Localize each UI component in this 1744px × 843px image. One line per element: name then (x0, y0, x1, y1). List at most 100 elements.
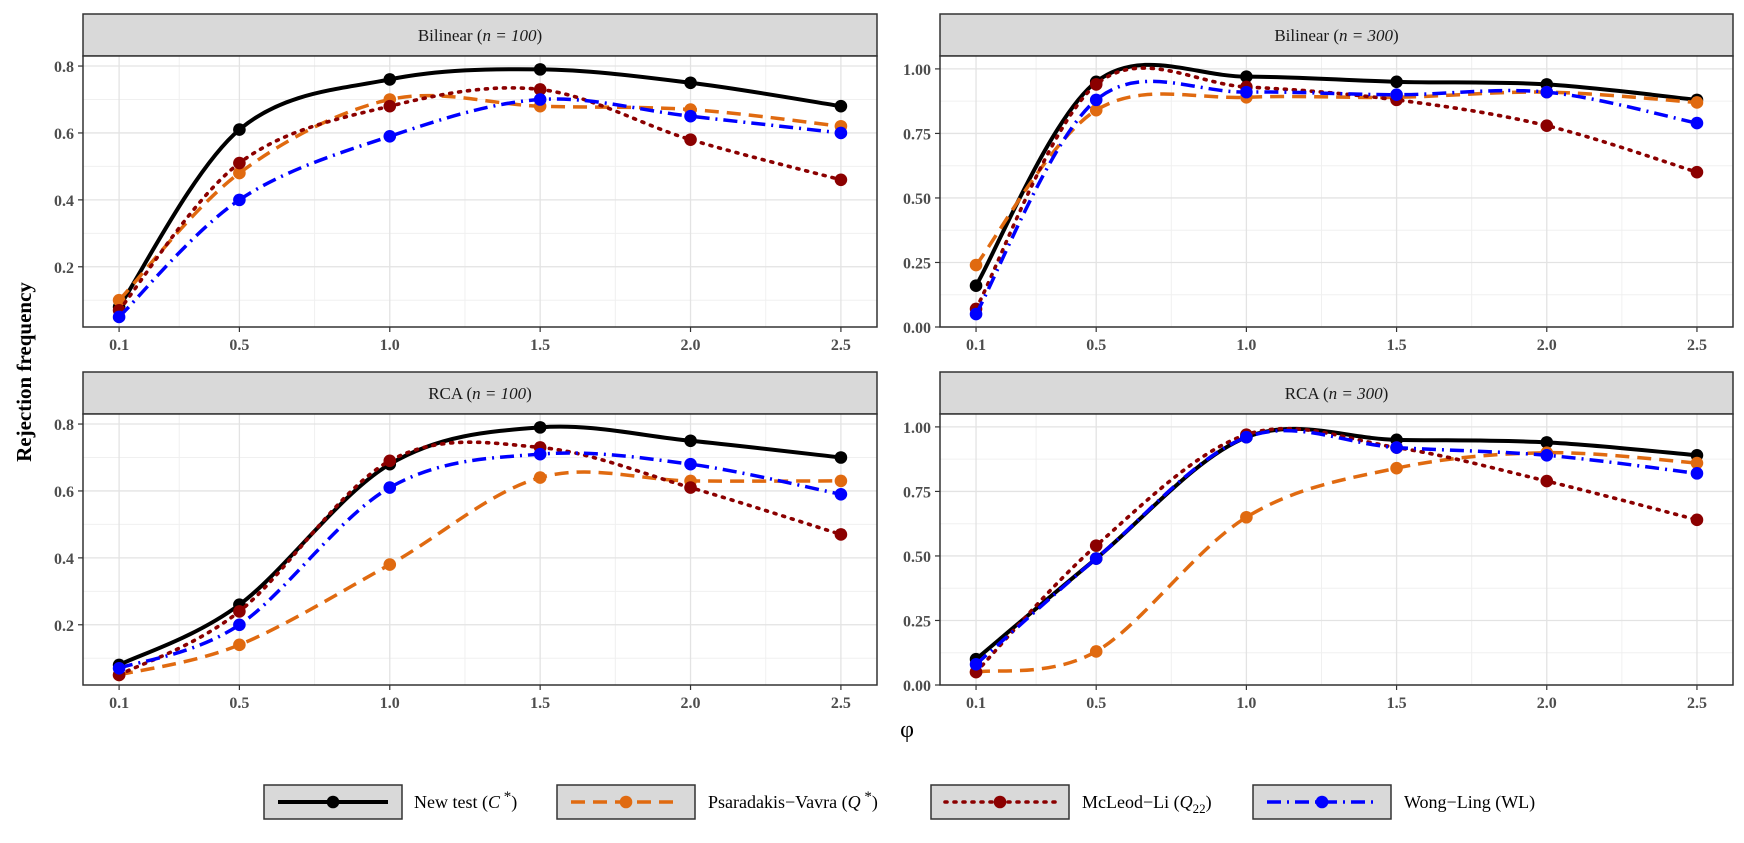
y-tick-label: 0.6 (54, 484, 74, 501)
panel-bilinear-n100: Bilinear (n = 100) 0.1 0.5 1.0 1.5 2.0 2.5 0.2 0… (54, 13, 878, 354)
data-point-ml (533, 83, 547, 96)
data-point-wl (969, 658, 983, 671)
panel-strip (82, 13, 878, 57)
data-point-ml (684, 133, 697, 146)
y-tick-label: 0.50 (903, 191, 931, 208)
data-point-wl (684, 457, 697, 471)
data-point-ml (1089, 539, 1103, 552)
series-line-new (117, 67, 842, 309)
data-point-pv (233, 638, 246, 652)
y-tick-label: 0.2 (54, 260, 74, 277)
x-tick-label: 1.5 (530, 337, 550, 354)
series-line-pv (117, 93, 842, 302)
plot-border (939, 413, 1734, 686)
legend-item-ml: McLeod−Li (Q22) (930, 784, 1212, 820)
y-tick-label: 0.2 (54, 618, 74, 635)
x-tick-label: 2.5 (831, 337, 851, 354)
data-point-pv (1089, 103, 1103, 117)
legend-label: McLeod−Li (Q22) (1082, 792, 1212, 816)
x-tick-label: 1.5 (1387, 695, 1407, 712)
data-point-wl (1540, 85, 1554, 99)
panel-strip-label: RCA (n = 100) (428, 384, 532, 403)
series-line-wl (974, 428, 1698, 666)
data-point-pv (233, 166, 246, 180)
data-point-wl (1240, 85, 1253, 99)
data-point-wl (834, 487, 848, 501)
x-axis-title: φ (900, 717, 914, 743)
data-point-ml (1540, 119, 1554, 132)
series-line-ml (974, 426, 1699, 674)
data-point-pv (1690, 96, 1704, 109)
x-tick-label: 0.5 (229, 695, 249, 712)
y-tick-label: 1.00 (903, 420, 931, 437)
x-tick-label: 1.0 (1236, 695, 1256, 712)
data-point-wl (1540, 448, 1554, 462)
series-wl (112, 447, 848, 675)
data-point-wl (1690, 467, 1704, 480)
data-point-ml (233, 605, 246, 618)
x-tick-label: 2.5 (1687, 337, 1707, 354)
y-tick-label: 0.25 (903, 613, 931, 630)
data-point-wl (533, 93, 547, 106)
x-tick-label: 1.0 (380, 695, 400, 712)
data-point-pv (969, 258, 983, 272)
data-point-wl (969, 307, 983, 321)
data-point-new (834, 451, 848, 464)
panel-strip (82, 371, 878, 415)
series-new (112, 63, 848, 314)
data-point-wl (112, 661, 126, 675)
panel-strip (939, 371, 1734, 415)
data-point-ml (1089, 78, 1103, 91)
data-point-pv (533, 471, 547, 484)
legend-item-new: New test (C *) (263, 784, 517, 820)
data-point-new (233, 123, 246, 136)
x-tick-label: 1.5 (530, 695, 550, 712)
data-point-new (684, 434, 697, 448)
data-point-new (533, 421, 547, 434)
y-tick-label: 0.00 (903, 320, 931, 337)
plot-area (940, 414, 1733, 685)
data-point-ml (383, 454, 397, 468)
data-point-ml (383, 99, 397, 113)
y-tick-label: 0.4 (54, 551, 74, 568)
data-point-wl (533, 447, 547, 461)
data-point-pv (1089, 645, 1103, 658)
x-tick-label: 0.1 (966, 695, 986, 712)
data-point-new (533, 63, 547, 76)
legend: New test (C *) Psaradakis−Vavra (Q *) McLe… (263, 784, 1535, 820)
series-line-ml (117, 86, 843, 313)
panel-rca-n300: RCA (n = 300) 0.1 0.5 1.0 1.5 2.0 2.5 0.00 0.25 0… (903, 371, 1734, 712)
data-point-pv (1690, 456, 1704, 470)
y-tick-label: 0.8 (54, 59, 74, 76)
panel-strip-label: RCA (n = 300) (1285, 384, 1389, 403)
data-point-new (1390, 75, 1403, 89)
legend-item-wl: Wong−Ling (WL) (1252, 784, 1535, 820)
data-point-wl (233, 193, 246, 207)
data-point-ml (1690, 513, 1704, 527)
y-axis-title: Rejection frequency (12, 282, 36, 462)
legend-marker (1315, 795, 1329, 809)
y-tick-label: 1.00 (903, 62, 931, 79)
y-tick-label: 0.25 (903, 255, 931, 272)
data-point-ml (1690, 165, 1704, 179)
legend-label: Psaradakis−Vavra (Q *) (708, 789, 878, 813)
panel-strip-label: Bilinear (n = 300) (1274, 26, 1398, 45)
data-point-ml (1540, 474, 1554, 488)
data-point-wl (1390, 88, 1403, 102)
x-tick-label: 2.5 (1687, 695, 1707, 712)
data-point-ml (834, 173, 848, 187)
data-point-wl (1690, 116, 1704, 130)
data-point-wl (1390, 441, 1403, 454)
legend-item-pv: Psaradakis−Vavra (Q *) (556, 784, 878, 820)
data-point-wl (112, 310, 126, 324)
panel-rca-n100: RCA (n = 100) 0.1 0.5 1.0 1.5 2.0 2.5 0.2 0.4 0.6… (54, 371, 878, 712)
x-tick-label: 1.5 (1387, 337, 1407, 354)
series-line-wl (974, 79, 1698, 315)
data-point-pv (1390, 461, 1403, 475)
data-point-pv (834, 474, 848, 488)
series-wl (969, 79, 1704, 321)
series-line-ml (117, 440, 843, 677)
legend-marker (993, 795, 1007, 809)
legend-marker (326, 795, 340, 809)
data-point-pv (1240, 510, 1253, 524)
